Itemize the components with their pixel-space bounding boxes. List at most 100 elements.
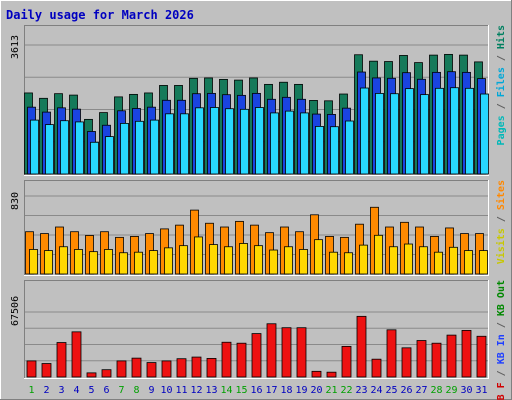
bar-visits-day-31 [479, 250, 488, 275]
legend-part: KB F [496, 382, 507, 400]
bar-pages-day-14 [225, 108, 234, 175]
day-label-18: 18 [280, 385, 292, 396]
bar-kb-f-day-8 [131, 357, 142, 378]
day-label-19: 19 [295, 385, 307, 396]
legend-part: Visits [495, 228, 507, 264]
bar-pages-day-25 [390, 93, 399, 175]
bar-kb-f-day-7 [116, 360, 127, 378]
bar-kb-f-day-11 [176, 358, 187, 378]
bar-kb-f-day-25 [386, 329, 397, 378]
bar-visits-day-1 [29, 249, 38, 275]
bar-pages-day-27 [420, 94, 429, 175]
bar-kb-f-day-27 [416, 340, 427, 378]
day-label-10: 10 [160, 385, 172, 396]
y-tick-label: 3613 [10, 35, 21, 59]
bar-kb-f-day-15 [236, 342, 247, 378]
bar-visits-day-14 [224, 246, 233, 275]
day-label-13: 13 [205, 385, 217, 396]
bar-kb-f-day-26 [401, 347, 412, 378]
legend-part: KB Out [496, 280, 507, 316]
day-label-22: 22 [340, 385, 352, 396]
bar-pages-day-21 [330, 126, 339, 175]
bar-kb-f-day-31 [476, 335, 487, 378]
bar-pages-day-16 [255, 107, 264, 175]
bar-visits-day-21 [329, 251, 338, 275]
bar-kb-f-day-20 [311, 370, 322, 378]
legend-part: / [496, 210, 507, 228]
bar-kb-f-day-22 [341, 345, 352, 378]
bar-kb-f-day-23 [356, 315, 367, 378]
bar-pages-day-11 [180, 113, 189, 175]
day-label-21: 21 [325, 385, 337, 396]
legend-part: KB In [496, 334, 507, 364]
bar-visits-day-19 [299, 249, 308, 275]
bar-pages-day-24 [375, 93, 384, 175]
bar-visits-day-27 [419, 246, 428, 275]
bar-visits-day-11 [179, 245, 188, 275]
panel-visits: 830 Visits / Sites [10, 180, 507, 276]
bar-pages-day-30 [465, 87, 474, 175]
bar-pages-day-28 [435, 87, 444, 175]
day-label-6: 6 [103, 385, 109, 396]
legend-part: / [496, 364, 507, 382]
bar-kb-f-day-17 [266, 323, 277, 378]
bar-visits-day-22 [344, 252, 353, 275]
bar-pages-day-6 [105, 136, 114, 175]
panel-legend: Pages / Files / Hits [495, 25, 507, 145]
bar-pages-day-2 [45, 124, 54, 175]
bar-kb-f-day-24 [371, 358, 382, 378]
panel-legend: Visits / Sites [495, 180, 507, 264]
bar-kb-f-day-13 [206, 358, 217, 378]
bar-visits-day-30 [464, 250, 473, 275]
bar-visits-day-20 [314, 239, 323, 275]
day-label-15: 15 [235, 385, 247, 396]
bar-visits-day-3 [59, 246, 68, 275]
bar-pages-day-23 [360, 87, 369, 175]
bar-kb-f-day-12 [191, 356, 202, 378]
day-label-12: 12 [190, 385, 202, 396]
bar-pages-day-15 [240, 108, 249, 175]
x-axis-day-labels: 1 2 3 4 5 6 7 8 9 10 11 12 13 14 15 16 17 18 19 20 21 22 23 24 2… [28, 385, 487, 396]
bar-pages-day-5 [90, 141, 99, 175]
bar-kb-f-day-6 [101, 369, 112, 378]
bar-visits-day-16 [254, 245, 263, 275]
legend-part: Sites [495, 180, 507, 210]
bar-kb-f-day-29 [446, 334, 457, 378]
bar-kb-f-day-2 [41, 363, 52, 378]
day-label-27: 27 [415, 385, 427, 396]
bar-pages-day-4 [75, 121, 84, 175]
day-label-23: 23 [355, 385, 367, 396]
bar-visits-day-15 [239, 243, 248, 275]
bar-kb-f-day-10 [161, 360, 172, 378]
day-label-9: 9 [148, 385, 154, 396]
day-label-31: 31 [475, 385, 487, 396]
day-label-24: 24 [370, 385, 382, 396]
bar-visits-day-10 [164, 247, 173, 275]
day-label-16: 16 [250, 385, 262, 396]
day-label-2: 2 [43, 385, 49, 396]
day-label-14: 14 [220, 385, 232, 396]
chart-title: Daily usage for March 2026 [6, 8, 194, 22]
day-label-11: 11 [175, 385, 187, 396]
day-label-7: 7 [118, 385, 124, 396]
day-label-28: 28 [430, 385, 442, 396]
bar-pages-day-9 [150, 119, 159, 175]
bar-kb-f-day-9 [146, 362, 157, 378]
panel-requests: 3613 Pages / Files / Hits [10, 25, 507, 176]
bar-kb-f-day-16 [251, 333, 262, 378]
bar-pages-day-1 [30, 119, 39, 175]
day-label-3: 3 [58, 385, 64, 396]
day-label-30: 30 [460, 385, 472, 396]
bar-pages-day-19 [300, 112, 309, 175]
bar-visits-day-24 [374, 234, 383, 275]
day-label-5: 5 [88, 385, 94, 396]
bar-kb-f-day-30 [461, 329, 472, 378]
bar-visits-day-29 [449, 246, 458, 275]
panel-legend: KB F / KB In / KB Out [496, 280, 507, 400]
bar-visits-day-12 [194, 236, 203, 275]
bar-visits-day-7 [119, 252, 128, 275]
bar-visits-day-28 [434, 251, 443, 275]
bar-pages-day-20 [315, 126, 324, 175]
